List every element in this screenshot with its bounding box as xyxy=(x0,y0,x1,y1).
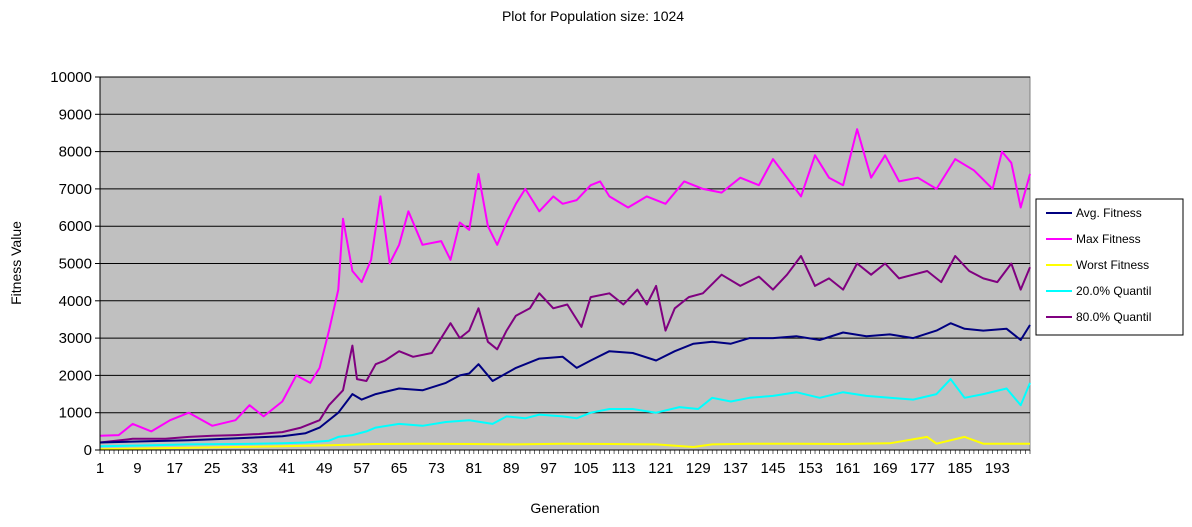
x-tick-label: 169 xyxy=(873,460,898,477)
legend-label: Max Fitness xyxy=(1076,232,1141,246)
series-line-4 xyxy=(99,255,1031,444)
legend-box xyxy=(1035,198,1184,336)
x-tick-label: 49 xyxy=(316,460,333,477)
x-tick-label: 193 xyxy=(985,460,1010,477)
x-tick-label: 33 xyxy=(241,460,258,477)
series-line-1 xyxy=(99,128,1031,437)
x-tick-label: 129 xyxy=(686,460,711,477)
x-tick-label: 73 xyxy=(428,460,445,477)
x-tick-label: 161 xyxy=(835,460,860,477)
x-tick-label: 121 xyxy=(648,460,673,477)
series-line-3 xyxy=(99,378,1031,448)
y-tick-label: 0 xyxy=(84,442,92,459)
y-tick-label: 1000 xyxy=(59,405,92,422)
x-tick-label: 97 xyxy=(540,460,557,477)
x-tick-label: 9 xyxy=(133,460,141,477)
x-tick-label: 153 xyxy=(798,460,823,477)
y-tick-label: 2000 xyxy=(59,367,92,384)
legend: Avg. Fitness Max Fitness Worst Fitness 20.0… xyxy=(1035,198,1184,336)
y-axis-ticks: 0 1000 2000 3000 4000 5000 6000 7000 8000 9000 100… xyxy=(50,69,100,459)
x-tick-label: 113 xyxy=(611,460,635,477)
y-tick-label: 10000 xyxy=(50,69,92,86)
x-tick-label: 65 xyxy=(391,460,408,477)
y-tick-label: 8000 xyxy=(59,144,92,161)
x-tick-label: 81 xyxy=(466,460,483,477)
y-tick-label: 5000 xyxy=(59,256,92,273)
y-tick-label: 6000 xyxy=(59,218,92,235)
y-tick-label: 9000 xyxy=(59,106,92,123)
legend-label: Avg. Fitness xyxy=(1076,206,1142,220)
legend-label: Worst Fitness xyxy=(1076,258,1149,272)
y-axis-label: Fitness Value xyxy=(8,221,24,305)
x-tick-label: 185 xyxy=(947,460,972,477)
legend-label: 80.0% Quantil xyxy=(1076,310,1151,324)
x-tick-label: 25 xyxy=(204,460,221,477)
series-line-2 xyxy=(99,435,1030,451)
series-line-0 xyxy=(99,322,1031,444)
x-tick-label: 41 xyxy=(279,460,296,477)
x-tick-label: 1 xyxy=(96,460,104,477)
legend-label: 20.0% Quantil xyxy=(1076,284,1151,298)
series-lines xyxy=(99,128,1031,451)
y-tick-label: 7000 xyxy=(59,181,92,198)
x-axis-label: Generation xyxy=(530,500,599,516)
y-tick-label: 3000 xyxy=(59,330,92,347)
chart-title: Plot for Population size: 1024 xyxy=(502,8,684,24)
y-tick-label: 4000 xyxy=(59,293,92,310)
x-tick-label: 89 xyxy=(503,460,520,477)
x-tick-label: 177 xyxy=(910,460,935,477)
x-tick-label: 105 xyxy=(574,460,599,477)
x-tick-label: 17 xyxy=(166,460,183,477)
x-tick-label: 145 xyxy=(760,460,785,477)
x-tick-label: 57 xyxy=(353,460,370,477)
x-axis-ticks: 1 9 17 25 33 41 49 57 65 73 81 89 97 105 113 121 129 137 1… xyxy=(96,450,1031,477)
x-tick-label: 137 xyxy=(723,460,748,477)
gridlines xyxy=(100,76,1030,414)
